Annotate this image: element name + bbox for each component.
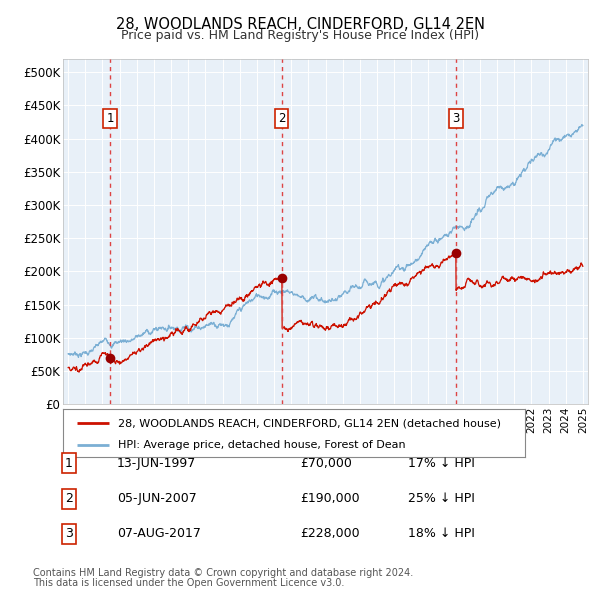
Text: 13-JUN-1997: 13-JUN-1997 bbox=[117, 457, 196, 470]
Text: 2: 2 bbox=[278, 112, 286, 125]
Text: Price paid vs. HM Land Registry's House Price Index (HPI): Price paid vs. HM Land Registry's House … bbox=[121, 30, 479, 42]
Text: 28, WOODLANDS REACH, CINDERFORD, GL14 2EN: 28, WOODLANDS REACH, CINDERFORD, GL14 2E… bbox=[115, 17, 485, 31]
Text: 17% ↓ HPI: 17% ↓ HPI bbox=[408, 457, 475, 470]
Text: 07-AUG-2017: 07-AUG-2017 bbox=[117, 527, 201, 540]
Text: £190,000: £190,000 bbox=[300, 492, 359, 505]
Text: £228,000: £228,000 bbox=[300, 527, 359, 540]
Text: 18% ↓ HPI: 18% ↓ HPI bbox=[408, 527, 475, 540]
Text: 1: 1 bbox=[106, 112, 114, 125]
Text: HPI: Average price, detached house, Forest of Dean: HPI: Average price, detached house, Fore… bbox=[118, 440, 406, 450]
Text: 2: 2 bbox=[65, 492, 73, 505]
Text: £70,000: £70,000 bbox=[300, 457, 352, 470]
Text: 05-JUN-2007: 05-JUN-2007 bbox=[117, 492, 197, 505]
Text: 28, WOODLANDS REACH, CINDERFORD, GL14 2EN (detached house): 28, WOODLANDS REACH, CINDERFORD, GL14 2E… bbox=[118, 418, 502, 428]
Text: 1: 1 bbox=[65, 457, 73, 470]
Text: This data is licensed under the Open Government Licence v3.0.: This data is licensed under the Open Gov… bbox=[33, 578, 344, 588]
Text: 3: 3 bbox=[65, 527, 73, 540]
Text: 3: 3 bbox=[452, 112, 460, 125]
Text: Contains HM Land Registry data © Crown copyright and database right 2024.: Contains HM Land Registry data © Crown c… bbox=[33, 568, 413, 578]
Text: 25% ↓ HPI: 25% ↓ HPI bbox=[408, 492, 475, 505]
